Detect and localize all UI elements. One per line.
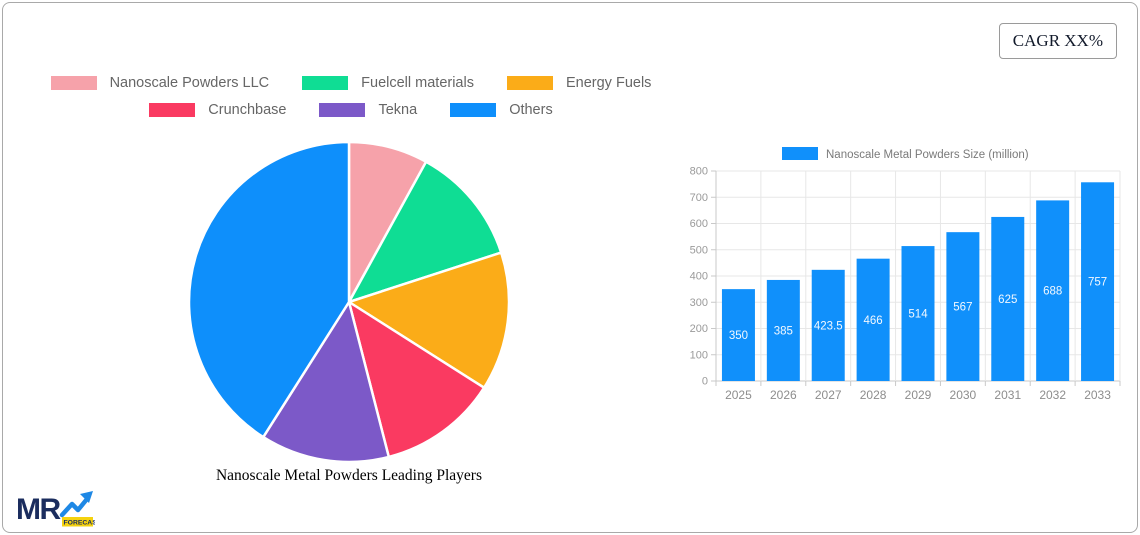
- legend-label: Tekna: [378, 102, 418, 118]
- logo-text: MR: [17, 493, 61, 526]
- pie-legend-item[interactable]: Energy Fuels: [506, 75, 652, 91]
- pie-legend-item[interactable]: Nanoscale Powders LLC: [50, 75, 270, 91]
- mr-forecast-logo[interactable]: MR FORECAST: [16, 489, 102, 532]
- x-tick-label: 2030: [950, 388, 977, 402]
- cagr-badge[interactable]: CAGR XX%: [998, 23, 1117, 59]
- y-tick-label: 300: [690, 297, 708, 309]
- bar-legend[interactable]: Nanoscale Metal Powders Size (million): [782, 147, 1029, 161]
- legend-label: Crunchbase: [208, 102, 287, 118]
- bar-legend-label: Nanoscale Metal Powders Size (million): [826, 149, 1029, 161]
- bar-value-label: 625: [998, 294, 1017, 306]
- y-tick-label: 600: [690, 218, 708, 230]
- bar-2027: [811, 269, 845, 381]
- logo-forecast-band: [62, 517, 93, 527]
- bar-2031: [991, 216, 1025, 381]
- pie-slice-2: [347, 251, 511, 389]
- pie-chart-title: Nanoscale Metal Powders Leading Players: [215, 467, 482, 484]
- y-tick-label: 500: [690, 244, 708, 256]
- bar-value-label: 757: [1088, 277, 1107, 289]
- bar-2030: [946, 232, 980, 381]
- y-tick-label: 100: [690, 349, 708, 361]
- legend-swatch: [450, 103, 497, 117]
- x-tick-label: 2032: [1039, 388, 1066, 402]
- legend-swatch: [302, 76, 349, 90]
- legend-swatch: [50, 76, 97, 90]
- y-tick-label: 0: [702, 376, 708, 388]
- x-tick-label: 2025: [725, 388, 752, 402]
- bar-value-label: 514: [908, 309, 928, 321]
- bar-2032: [1036, 200, 1070, 381]
- pie-slice-4: [262, 300, 391, 464]
- x-tick-label: 2026: [770, 388, 797, 402]
- legend-swatch: [149, 103, 196, 117]
- bar-2028: [856, 258, 890, 381]
- pie-slice-5: [187, 140, 351, 439]
- legend-label: Others: [509, 102, 553, 118]
- y-tick-label: 200: [690, 323, 708, 335]
- bar-2025: [721, 289, 755, 381]
- x-tick-label: 2033: [1084, 388, 1111, 402]
- bar-value-label: 688: [1043, 286, 1062, 298]
- bar-2026: [766, 279, 800, 381]
- legend-label: Fuelcell materials: [361, 75, 474, 91]
- pie-slice-1: [347, 160, 503, 304]
- logo-forecast-text: FORECAST: [64, 520, 96, 527]
- pie-slice-3: [347, 300, 486, 459]
- pie-legend-item[interactable]: Tekna: [319, 102, 417, 118]
- x-tick-label: 2029: [905, 388, 932, 402]
- bar-value-label: 466: [864, 315, 883, 327]
- bar-value-label: 350: [729, 330, 748, 342]
- legend-label: Nanoscale Powders LLC: [109, 75, 270, 91]
- bar-2029: [901, 246, 935, 381]
- x-tick-label: 2028: [860, 388, 887, 402]
- legend-label: Energy Fuels: [565, 75, 652, 91]
- pie-legend: Nanoscale Powders LLC Fuelcell materials E…: [37, 75, 665, 118]
- bar-2033: [1081, 182, 1115, 381]
- trend-arrow-icon: [59, 491, 93, 518]
- x-tick-label: 2027: [815, 388, 842, 402]
- y-tick-label: 400: [690, 271, 708, 283]
- pie-legend-item[interactable]: Fuelcell materials: [302, 75, 474, 91]
- x-tick-label: 2031: [994, 388, 1021, 402]
- bar-value-label: 567: [953, 302, 972, 314]
- bar-legend-swatch: [782, 147, 818, 160]
- pie-legend-item[interactable]: Crunchbase: [149, 102, 286, 118]
- bar-value-label: 423.5: [814, 320, 843, 332]
- y-tick-label: 700: [690, 192, 708, 204]
- legend-swatch: [506, 76, 553, 90]
- bar-chart: 0 100 200 300 400 500 600 700 800 350 2025 385 2026 4…: [690, 147, 1121, 402]
- y-tick-label: 800: [690, 166, 708, 178]
- pie-chart: [187, 140, 511, 464]
- bar-value-label: 385: [774, 325, 793, 337]
- legend-swatch: [319, 103, 366, 117]
- pie-legend-item[interactable]: Others: [450, 102, 553, 118]
